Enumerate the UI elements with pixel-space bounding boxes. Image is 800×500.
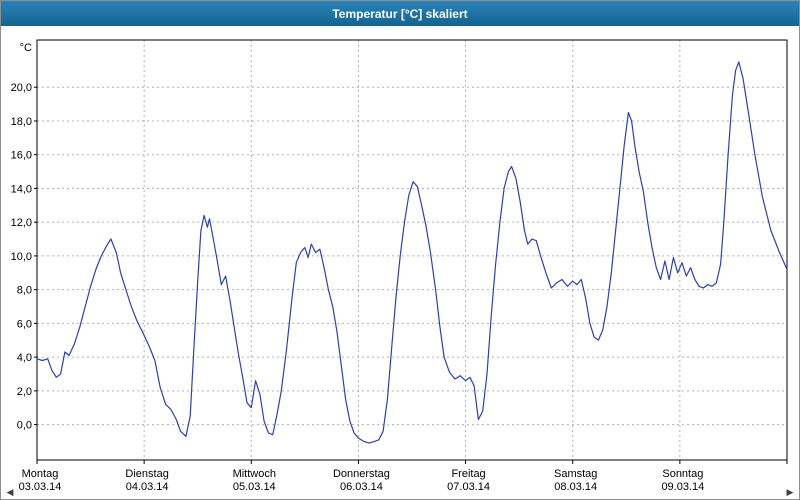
- svg-text:06.03.14: 06.03.14: [340, 481, 383, 493]
- svg-text:12,0: 12,0: [11, 217, 32, 229]
- svg-text:07.03.14: 07.03.14: [447, 481, 490, 493]
- svg-text:03.03.14: 03.03.14: [19, 481, 62, 493]
- svg-text:°C: °C: [20, 42, 32, 54]
- svg-text:20,0: 20,0: [11, 82, 32, 94]
- title-bar: Temperatur [°C] skaliert: [1, 1, 799, 26]
- svg-text:6,0: 6,0: [17, 318, 32, 330]
- svg-text:Samstag: Samstag: [554, 468, 597, 480]
- svg-text:Montag: Montag: [22, 468, 59, 480]
- scroll-right-icon: ▶: [786, 487, 794, 497]
- svg-text:05.03.14: 05.03.14: [233, 481, 276, 493]
- svg-text:04.03.14: 04.03.14: [126, 481, 169, 493]
- chart-area: 0,0 2,0 4,0 6,0 8,0 10,0 12,0 14,0 16,0 18,0 20,0 °…: [1, 26, 799, 499]
- svg-text:16,0: 16,0: [11, 150, 32, 162]
- svg-text:0,0: 0,0: [17, 420, 32, 432]
- svg-text:8,0: 8,0: [17, 285, 32, 297]
- svg-text:09.03.14: 09.03.14: [661, 481, 704, 493]
- svg-text:Freitag: Freitag: [451, 468, 485, 480]
- scroll-left-icon: ◀: [6, 487, 14, 497]
- chart-plot: 0,0 2,0 4,0 6,0 8,0 10,0 12,0 14,0 16,0 18,0 20,0 °…: [11, 39, 788, 493]
- svg-text:Mittwoch: Mittwoch: [233, 468, 276, 480]
- svg-text:Dienstag: Dienstag: [125, 468, 168, 480]
- svg-text:Donnerstag: Donnerstag: [333, 468, 390, 480]
- svg-text:4,0: 4,0: [17, 352, 32, 364]
- svg-text:10,0: 10,0: [11, 251, 32, 263]
- svg-text:08.03.14: 08.03.14: [554, 481, 597, 493]
- svg-text:14,0: 14,0: [11, 183, 32, 195]
- scroll-left-button[interactable]: ◀: [3, 486, 17, 499]
- scroll-right-button[interactable]: ▶: [783, 486, 797, 499]
- svg-text:2,0: 2,0: [17, 386, 32, 398]
- window-title: Temperatur [°C] skaliert: [332, 6, 468, 21]
- svg-text:18,0: 18,0: [11, 116, 32, 128]
- svg-text:Sonntag: Sonntag: [662, 468, 703, 480]
